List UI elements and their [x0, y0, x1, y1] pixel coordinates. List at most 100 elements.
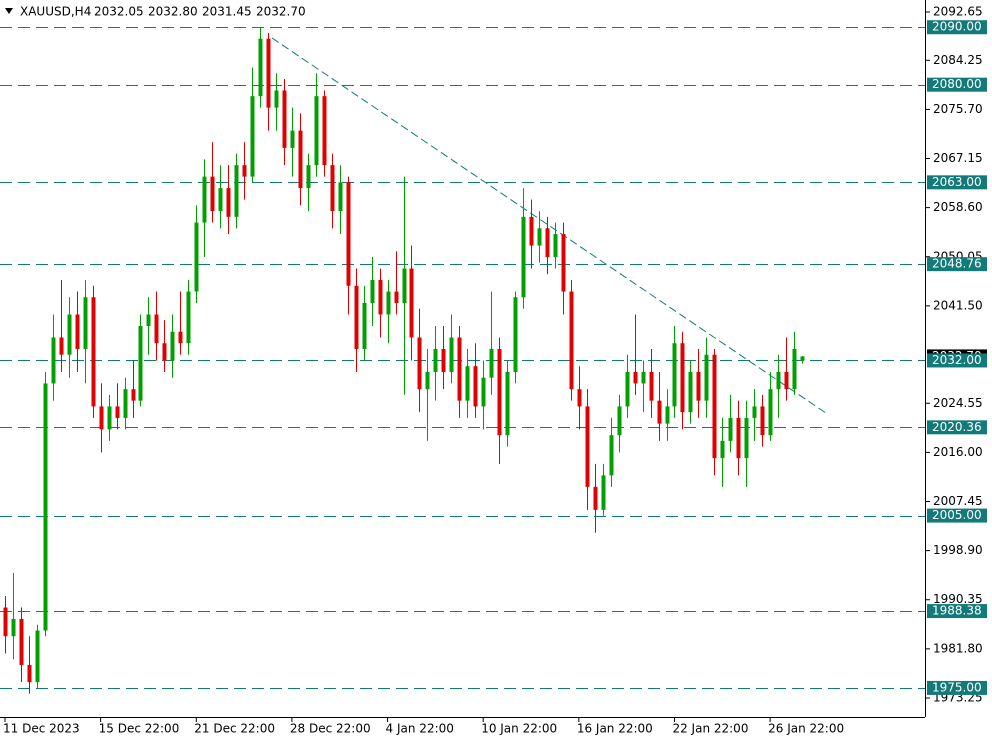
candle-body: [194, 222, 199, 292]
candle-body: [688, 371, 693, 413]
candle-body: [665, 406, 670, 424]
candle-body: [720, 440, 725, 459]
candle-body: [378, 280, 383, 315]
candle-body: [258, 38, 263, 97]
y-tick-label: 1990.35: [933, 592, 983, 606]
candle-body: [59, 337, 64, 355]
y-tick-label: 2016.00: [933, 445, 983, 459]
candle-body: [186, 291, 191, 344]
y-tick-label: 1981.80: [933, 641, 983, 655]
candle-body: [744, 417, 749, 459]
candle-body: [322, 96, 327, 166]
candle-body: [35, 630, 40, 683]
candle-body: [99, 406, 104, 430]
y-tick-label: 2067.15: [933, 151, 983, 165]
candle-body: [609, 435, 614, 476]
candle-body: [354, 285, 359, 349]
y-tick-label: 2075.70: [933, 102, 983, 116]
candle-body: [433, 348, 438, 372]
candle-body: [752, 406, 757, 418]
candle-body: [298, 130, 303, 189]
candle-body: [131, 389, 136, 401]
symbol: XAUUSD,H4: [20, 5, 91, 19]
candle-body: [593, 486, 598, 510]
candle-body: [266, 38, 271, 108]
candle-body: [115, 406, 120, 418]
level-label: 2090.00: [932, 20, 982, 34]
candle-body: [465, 366, 470, 401]
candle-body: [386, 291, 391, 315]
x-tick-label: 22 Jan 22:00: [672, 722, 748, 736]
x-tick-label: 26 Jan 22:00: [768, 722, 844, 736]
header-ohlc: 2032.70: [256, 5, 306, 19]
candle-body: [417, 337, 422, 390]
x-tick-label: 11 Dec 2023: [3, 722, 80, 736]
candle-body: [537, 228, 542, 246]
candle-body: [760, 406, 765, 436]
candle-body: [210, 176, 215, 212]
level-label-box: [927, 257, 987, 272]
y-tick-label: 2024.55: [933, 396, 983, 410]
level-label-box: [927, 508, 987, 523]
menu-arrow[interactable]: [5, 8, 13, 14]
candle-body: [680, 343, 685, 413]
candle-body: [712, 354, 717, 459]
candle-body: [19, 618, 24, 665]
level-label: 1975.00: [932, 680, 982, 694]
candle-body: [585, 406, 590, 487]
level-label-box: [927, 353, 987, 368]
candle-body: [704, 354, 709, 401]
candle-body: [457, 337, 462, 401]
candle-body: [768, 389, 773, 436]
candle-body: [521, 216, 526, 298]
candle-body: [473, 366, 478, 407]
candle-body: [529, 216, 534, 246]
candle-body: [146, 314, 151, 326]
candle-body: [601, 475, 606, 510]
candle-body: [67, 314, 72, 355]
candle-body: [162, 343, 167, 361]
candle-body: [306, 165, 311, 189]
candle-body: [154, 314, 159, 344]
y-tick-label: 2092.65: [933, 5, 983, 19]
candle-body: [545, 228, 550, 258]
candle-body: [202, 176, 207, 223]
x-tick-label: 16 Jan 22:00: [577, 722, 653, 736]
candle-body: [178, 331, 183, 344]
candle-body: [641, 371, 646, 384]
candle-body: [409, 268, 414, 338]
level-label: 1988.38: [932, 604, 982, 618]
candle-body: [792, 348, 797, 390]
candle-body: [696, 371, 701, 401]
candle-body: [107, 406, 112, 430]
level-label: 2080.00: [932, 77, 982, 91]
candle-body: [170, 331, 175, 361]
x-tick-label: 21 Dec 22:00: [194, 722, 275, 736]
level-label: 2063.00: [932, 175, 982, 189]
candle-body: [728, 417, 733, 441]
candle-body: [625, 371, 630, 407]
candle-body: [370, 280, 375, 304]
level-label-box: [927, 20, 987, 35]
candle-body: [3, 607, 8, 637]
y-tick-label: 2041.50: [933, 298, 983, 312]
candle-body: [242, 165, 247, 177]
candle-body: [362, 303, 367, 349]
candle-body: [561, 234, 566, 292]
candle-body: [449, 337, 454, 372]
candle-body: [425, 371, 430, 390]
y-tick-label: 2058.60: [933, 200, 983, 214]
level-label-box: [927, 680, 987, 695]
x-tick-label: 10 Jan 22:00: [481, 722, 557, 736]
candle-body: [800, 356, 805, 361]
candle-body: [633, 371, 638, 384]
level-label-box: [927, 175, 987, 190]
x-tick-label: 28 Dec 22:00: [290, 722, 371, 736]
candle-body: [338, 182, 343, 212]
x-tick-label: 15 Dec 22:00: [99, 722, 180, 736]
candle-body: [577, 389, 582, 407]
candle-body: [11, 618, 16, 637]
candle-body: [138, 325, 143, 401]
